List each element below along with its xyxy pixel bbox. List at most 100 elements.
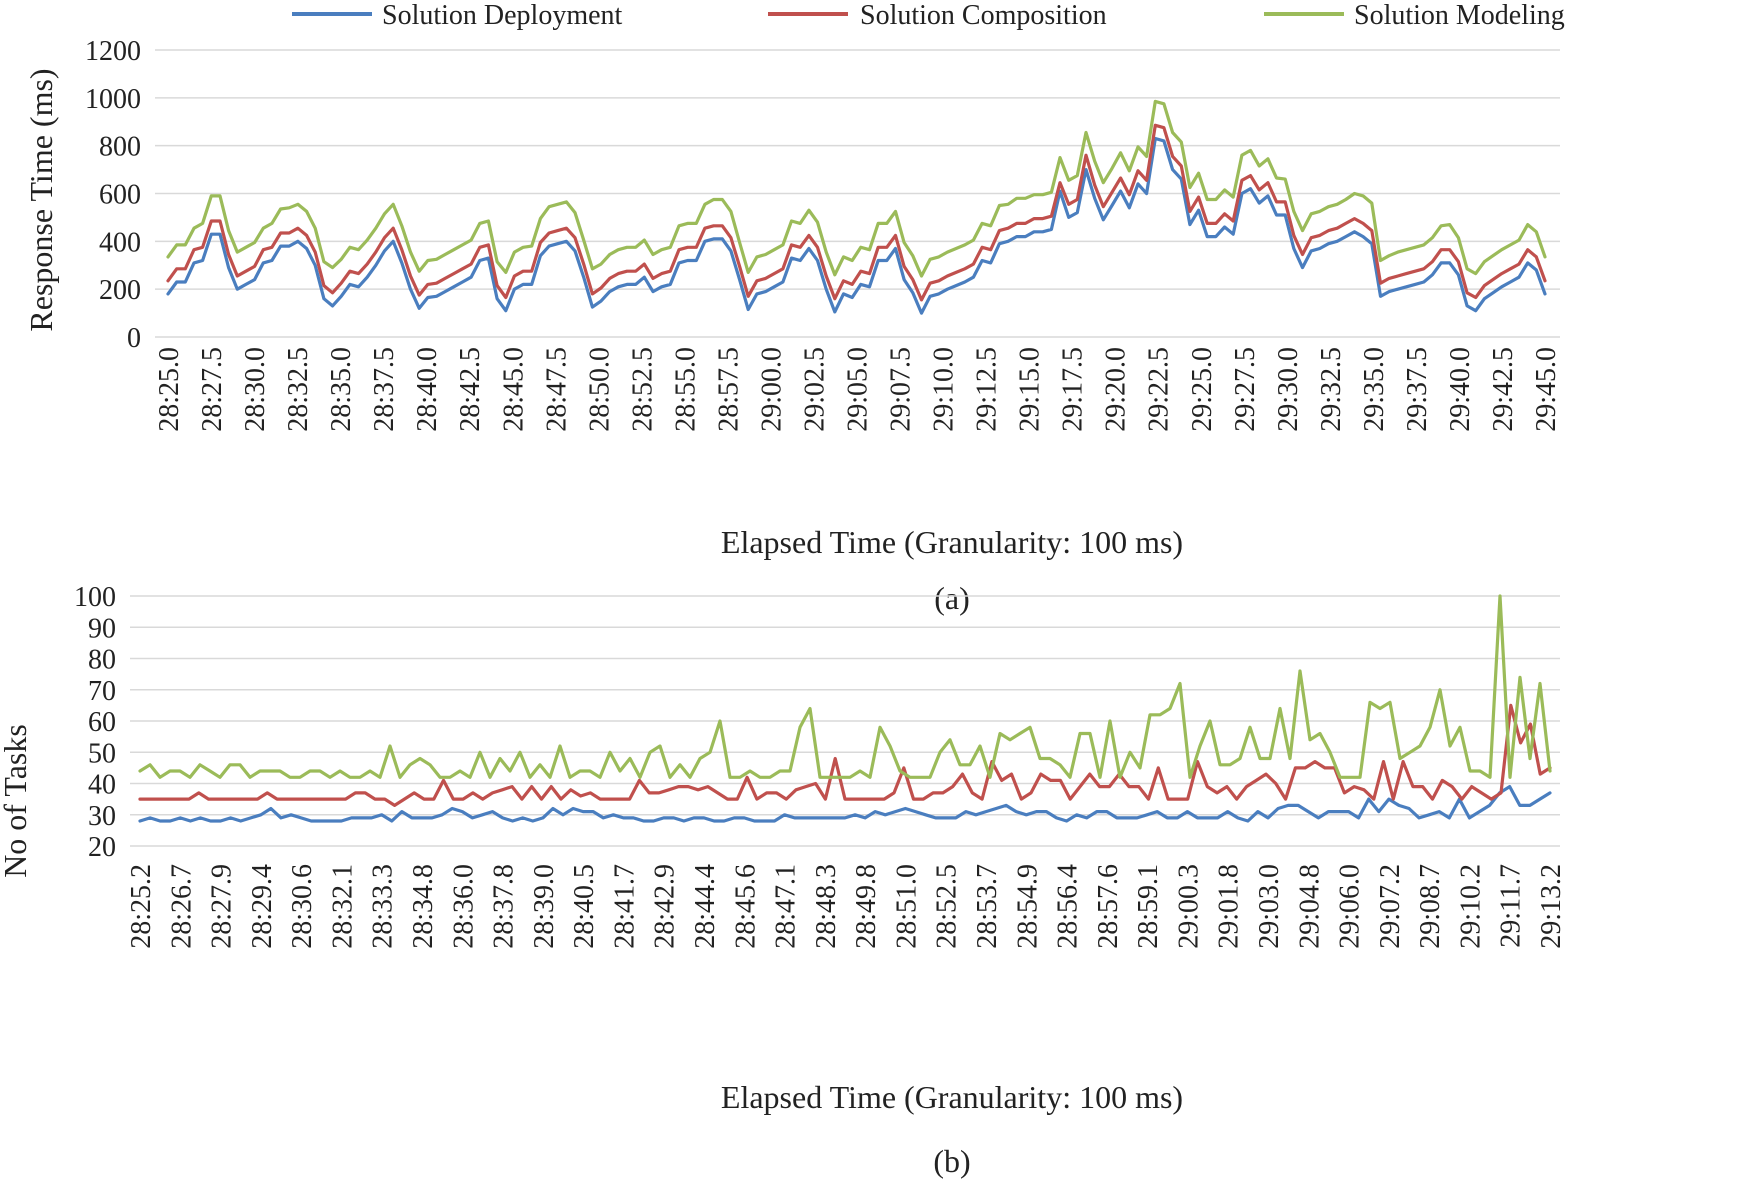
chart-a-xtick-label: 29:00.0 <box>756 347 787 432</box>
chart-a-xtick-label: 28:37.5 <box>369 347 400 432</box>
chart-a-xtick-label: 28:55.0 <box>670 347 701 432</box>
chart-b-xtick-label: 28:40.5 <box>569 864 600 949</box>
legend-item-composition: Solution Composition <box>768 0 1107 31</box>
chart-b-xtick-label: 28:30.6 <box>287 864 318 949</box>
chart-b-xtick-label: 28:48.3 <box>811 864 842 949</box>
chart-a-ytick-label: 1000 <box>85 84 141 115</box>
chart-a-xtick-label: 28:45.0 <box>498 347 529 432</box>
chart-a-xtick-label: 28:25.0 <box>154 347 185 432</box>
chart-a-xtick-label: 28:50.0 <box>584 347 615 432</box>
chart-b-xtick-label: 28:33.3 <box>368 864 399 949</box>
chart-b-xtick-label: 28:45.6 <box>730 864 761 949</box>
chart-b-ytick-label: 100 <box>74 582 116 613</box>
chart-b-xtick-label: 29:10.2 <box>1455 864 1486 949</box>
chart-a-xtick-label: 28:30.0 <box>240 347 271 432</box>
legend-item-deployment: Solution Deployment <box>292 0 623 31</box>
chart-a-xlabel: Elapsed Time (Granularity: 100 ms) <box>721 524 1183 560</box>
chart-a-xtick-label: 28:42.5 <box>455 347 486 432</box>
chart-a-xtick-label: 28:57.5 <box>713 347 744 432</box>
chart-a-xtick-label: 28:27.5 <box>197 347 228 432</box>
chart-a-xtick-label: 29:25.0 <box>1187 347 1218 432</box>
chart-a-ytick-label: 1200 <box>85 36 141 67</box>
chart-a-xtick-label: 29:05.0 <box>843 347 874 432</box>
chart-b-xtick-label: 28:51.0 <box>891 864 922 949</box>
chart-b-xtick-label: 29:03.0 <box>1254 864 1285 949</box>
chart-a-xtick-label: 29:02.5 <box>799 347 830 432</box>
chart-b-xtick-label: 28:37.8 <box>489 864 520 949</box>
chart-b-xtick-label: 29:08.7 <box>1415 864 1446 949</box>
chart-a-ytick-label: 400 <box>99 227 141 258</box>
chart-b-ytick-label: 30 <box>88 801 116 832</box>
chart-a-xtick-label: 29:45.0 <box>1531 347 1562 432</box>
chart-a-xtick-label: 29:20.0 <box>1101 347 1132 432</box>
chart-b-ytick-label: 70 <box>88 676 116 707</box>
chart-a-xtick-label: 28:35.0 <box>326 347 357 432</box>
chart-a-xtick-label: 29:10.0 <box>929 347 960 432</box>
legend-label-composition: Solution Composition <box>860 0 1107 31</box>
chart-b-xtick-label: 29:00.3 <box>1173 864 1204 949</box>
chart-a-xtick-label: 29:27.5 <box>1230 347 1261 432</box>
chart-a-ytick-label: 0 <box>127 323 141 354</box>
chart-a-series-solution-deployment <box>166 136 1547 315</box>
chart-b-xtick-label: 28:29.4 <box>247 864 278 949</box>
chart-a-xtick-label: 29:22.5 <box>1144 347 1175 432</box>
legend-item-modeling: Solution Modeling <box>1264 0 1565 31</box>
chart-b-xtick-label: 28:47.1 <box>771 864 802 949</box>
chart-a-xtick-label: 28:52.5 <box>627 347 658 432</box>
chart-b-ytick-label: 50 <box>88 738 116 769</box>
chart-a-xtick-label: 29:40.0 <box>1445 347 1476 432</box>
chart-b-xtick-label: 29:13.2 <box>1536 864 1567 949</box>
chart-b-xtick-label: 28:26.7 <box>166 864 197 949</box>
chart-b-series-solution-deployment <box>138 784 1552 823</box>
chart-a-ytick-label: 600 <box>99 180 141 211</box>
chart-b-xtick-label: 28:56.4 <box>1053 864 1084 949</box>
legend-label-deployment: Solution Deployment <box>382 0 623 31</box>
chart-b-xtick-label: 28:34.8 <box>408 864 439 949</box>
chart-b-ylabel: No of Tasks <box>0 724 33 878</box>
chart-b-xtick-label: 28:49.8 <box>851 864 882 949</box>
chart-b-xtick-label: 29:01.8 <box>1214 864 1245 949</box>
chart-a-xtick-label: 29:35.0 <box>1359 347 1390 432</box>
chart-b-xtick-label: 28:42.9 <box>650 864 681 949</box>
chart-b-xtick-label: 29:07.2 <box>1375 864 1406 949</box>
chart-b-xtick-label: 28:36.0 <box>448 864 479 949</box>
legend-label-modeling: Solution Modeling <box>1354 0 1565 31</box>
chart-a-xtick-label: 28:47.5 <box>541 347 572 432</box>
chart-b-ytick-label: 40 <box>88 770 116 801</box>
chart-b-xtick-label: 29:06.0 <box>1335 864 1366 949</box>
chart-a-xtick-label: 29:12.5 <box>972 347 1003 432</box>
chart-a-series-solution-modeling <box>166 99 1547 278</box>
chart-a-series-solution-composition <box>166 123 1547 302</box>
chart-b-xtick-label: 28:59.1 <box>1133 864 1164 949</box>
chart-b-ytick-label: 60 <box>88 707 116 738</box>
chart-b-xtick-label: 28:57.6 <box>1093 864 1124 949</box>
chart-a-caption: (a) <box>934 580 970 616</box>
chart-a-xtick-label: 28:40.0 <box>412 347 443 432</box>
chart-a-xtick-label: 29:15.0 <box>1015 347 1046 432</box>
chart-a-xtick-label: 29:07.5 <box>886 347 917 432</box>
chart-b-xtick-label: 28:32.1 <box>327 864 358 949</box>
chart-b-ytick-label: 20 <box>88 832 116 863</box>
chart-b-xlabel: Elapsed Time (Granularity: 100 ms) <box>721 1079 1183 1115</box>
chart-b-xtick-label: 28:39.0 <box>529 864 560 949</box>
chart-b-xtick-label: 28:52.5 <box>932 864 963 949</box>
chart-b-xtick-label: 28:53.7 <box>972 864 1003 949</box>
chart-a-xtick-label: 29:32.5 <box>1316 347 1347 432</box>
chart-b-caption: (b) <box>933 1143 970 1179</box>
chart-b-xtick-label: 28:54.9 <box>1012 864 1043 949</box>
chart-a-ytick-label: 200 <box>99 275 141 306</box>
chart-b-ytick-label: 80 <box>88 645 116 676</box>
chart-b-xtick-label: 28:41.7 <box>609 864 640 949</box>
chart-a-xtick-label: 29:42.5 <box>1488 347 1519 432</box>
chart-b-xtick-label: 29:04.8 <box>1294 864 1325 949</box>
chart-a-xtick-label: 29:17.5 <box>1058 347 1089 432</box>
chart-a-xtick-label: 29:30.0 <box>1273 347 1304 432</box>
chart-a-ylabel: Response Time (ms) <box>23 68 59 331</box>
chart-b-ytick-label: 90 <box>88 613 116 644</box>
chart-a-ytick-label: 800 <box>99 132 141 163</box>
chart-b-xtick-label: 29:11.7 <box>1496 864 1527 948</box>
chart-b-xtick-label: 28:44.4 <box>690 864 721 949</box>
legend: Solution Deployment Solution Composition… <box>292 0 1565 31</box>
chart-b-xtick-label: 28:27.9 <box>207 864 238 949</box>
